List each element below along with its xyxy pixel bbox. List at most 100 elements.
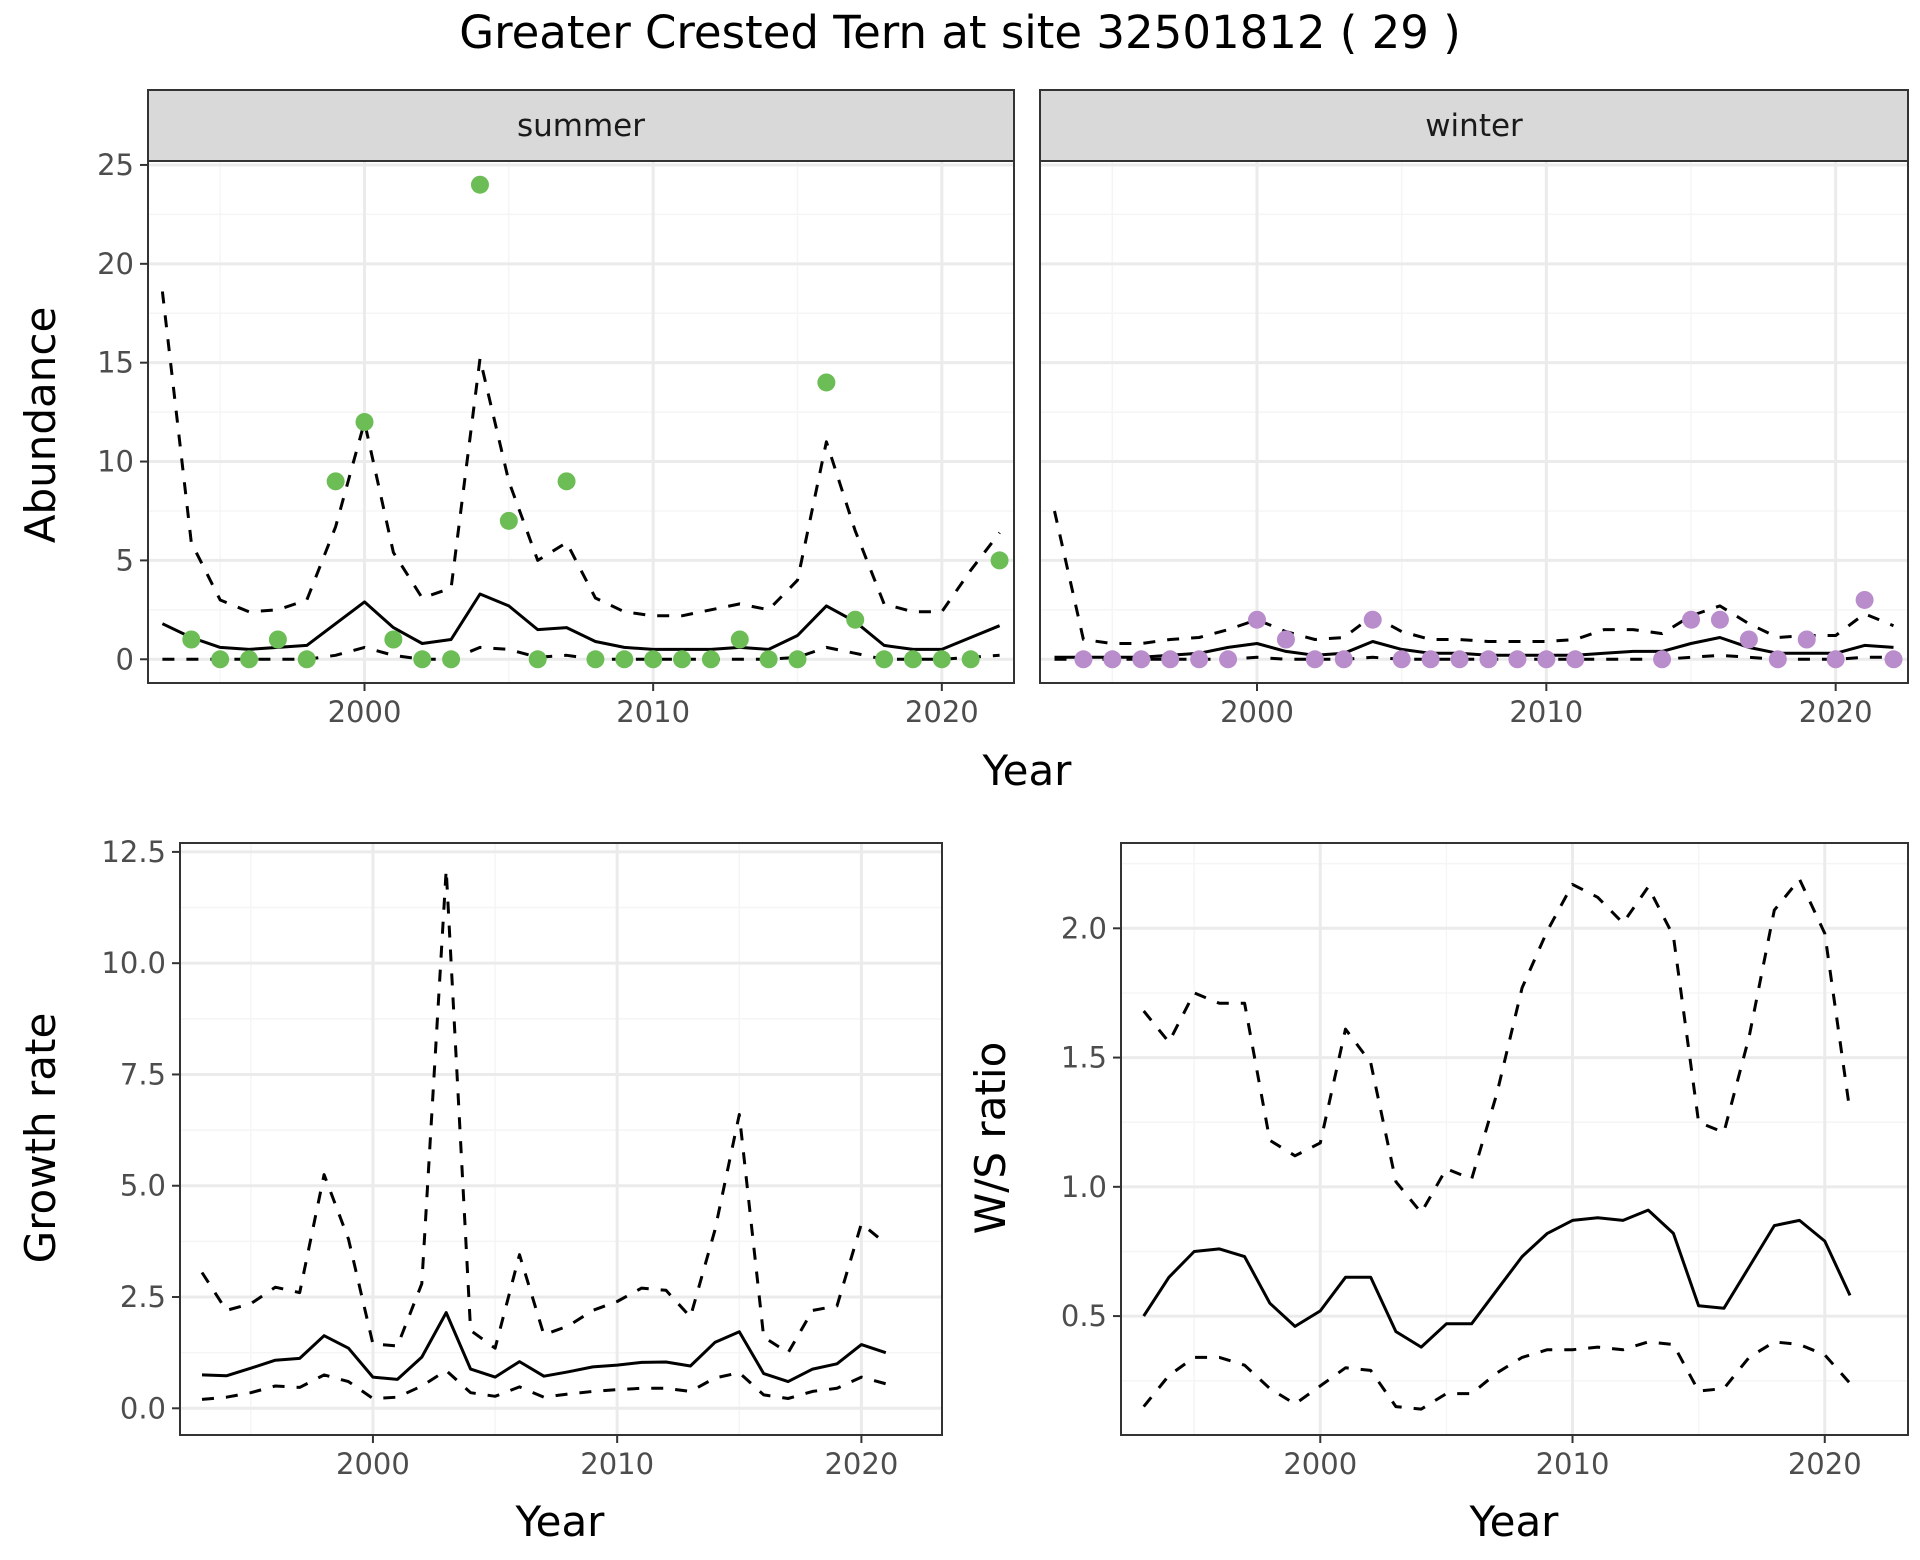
abundance-summer-point — [413, 650, 432, 669]
strip-winter — [1039, 89, 1909, 162]
abundance-winter-point — [1566, 650, 1585, 669]
abundance-summer-point — [961, 650, 980, 669]
ratio-y-axis-title: W/S ratio — [966, 1042, 1015, 1235]
growth-rate-dashed-line-1 — [200, 868, 887, 1355]
y-tick-label: 0.5 — [1061, 1299, 1107, 1333]
x-tick-label: 2000 — [1220, 695, 1294, 729]
top-x-axis-title: Year — [982, 746, 1073, 795]
x-tick-label: 2010 — [1536, 1447, 1610, 1481]
panel-growth-rate: 2000 2010 2020 0.0 2.5 5.0 7.5 10.0 12.5 — [101, 835, 943, 1481]
abundance-summer-point — [932, 650, 951, 669]
abundance-winter-point — [1710, 610, 1729, 629]
abundance-summer-point — [644, 650, 663, 669]
growth-rate-panel-border — [179, 842, 943, 1436]
abundance-summer-point — [759, 650, 778, 669]
y-tick-label: 25 — [97, 148, 134, 182]
y-tick-label: 0.0 — [120, 1391, 166, 1425]
abundance-winter-point — [1248, 610, 1266, 629]
y-tick-label: 0 — [116, 642, 134, 676]
abundance-winter-point — [1739, 630, 1758, 649]
ws-ratio-dashed-line-1 — [1142, 877, 1852, 1215]
abundance-summer-point — [557, 472, 576, 491]
abundance-summer-point — [701, 650, 720, 669]
x-tick-label: 2010 — [580, 1447, 654, 1481]
y-tick-label: 10 — [97, 445, 134, 479]
abundance-winter-point — [1884, 650, 1903, 669]
panel-ws-ratio: 2000 2010 2020 0.5 1.0 1.5 2.0 — [1061, 842, 1909, 1481]
abundance-winter-point — [1190, 650, 1209, 669]
y-tick-label: 7.5 — [120, 1057, 166, 1091]
abundance-winter-point — [1161, 650, 1180, 669]
abundance-summer-point — [355, 413, 374, 431]
abundance-summer-point — [788, 650, 807, 669]
abundance-summer-dashed-line-2 — [162, 645, 1000, 661]
abundance-winter-point — [1508, 650, 1527, 669]
abundance-summer-point — [499, 511, 518, 530]
abundance-summer-point — [875, 650, 894, 669]
abundance-winter-point — [1219, 650, 1238, 669]
abundance-summer-point — [326, 472, 345, 491]
figure-title: Greater Crested Tern at site 32501812 ( … — [459, 6, 1461, 59]
abundance-summer-point — [182, 630, 201, 649]
abundance-winter-point — [1074, 650, 1093, 669]
abundance-summer-point — [730, 630, 749, 649]
growth-y-axis-title: Growth rate — [16, 1013, 65, 1264]
growth-rate-solid-line-0 — [201, 1311, 887, 1384]
x-tick-label: 2000 — [328, 695, 402, 729]
abundance-summer-point — [442, 650, 461, 669]
abundance-winter-point — [1855, 590, 1874, 609]
top-y-axis-title: Abundance — [16, 307, 65, 544]
abundance-winter-point — [1826, 650, 1845, 669]
ws-ratio-dashed-line-2 — [1142, 1340, 1852, 1411]
abundance-summer-point — [528, 650, 547, 669]
abundance-summer-point — [240, 650, 259, 669]
abundance-winter-point — [1334, 650, 1353, 669]
abundance-winter-point — [1276, 630, 1295, 649]
strip-label-winter: winter — [1425, 108, 1523, 144]
abundance-summer-point — [817, 373, 836, 392]
abundance-summer-point — [615, 650, 634, 669]
abundance-summer-point — [211, 650, 230, 669]
abundance-summer-point — [384, 630, 403, 649]
x-tick-label: 2020 — [905, 695, 979, 729]
abundance-summer-point — [846, 610, 865, 629]
abundance-winter-point — [1682, 610, 1700, 629]
y-tick-label: 15 — [97, 346, 134, 380]
abundance-winter-point — [1653, 650, 1672, 669]
y-tick-label: 20 — [97, 247, 134, 281]
abundance-winter-point — [1363, 610, 1382, 629]
abundance-winter-point — [1421, 650, 1440, 669]
abundance-summer-point — [586, 650, 605, 669]
ws-ratio-solid-line-0 — [1142, 1208, 1852, 1349]
x-tick-label: 2000 — [1283, 1447, 1357, 1481]
y-tick-label: 1.0 — [1061, 1170, 1107, 1204]
ratio-x-axis-title: Year — [1469, 1497, 1560, 1546]
y-tick-label: 2.0 — [1061, 911, 1107, 945]
abundance-winter-point — [1768, 650, 1787, 669]
x-tick-label: 2020 — [824, 1447, 898, 1481]
abundance-winter-point — [1305, 650, 1324, 669]
abundance-winter-point — [1797, 630, 1816, 649]
abundance-summer-point — [268, 630, 287, 649]
abundance-summer-point — [903, 650, 922, 669]
abundance-summer-point — [990, 551, 1009, 570]
abundance-summer-point — [470, 175, 489, 194]
ws-ratio-panel-border — [1120, 842, 1909, 1436]
growth-x-axis-title: Year — [515, 1497, 606, 1546]
abundance-summer-point — [297, 650, 316, 669]
x-tick-label: 2020 — [1788, 1447, 1862, 1481]
x-tick-label: 2010 — [1509, 695, 1583, 729]
abundance-summer-point — [673, 650, 692, 669]
abundance-winter-point — [1132, 650, 1151, 669]
y-tick-label: 2.5 — [120, 1280, 166, 1314]
abundance-winter-point — [1479, 650, 1498, 669]
y-tick-label: 10.0 — [101, 946, 166, 980]
abundance-winter-point — [1450, 650, 1469, 669]
panel-summer-abundance: 2000 2010 2020 0 5 10 15 20 25 — [97, 148, 1015, 729]
strip-summer — [147, 89, 1015, 162]
strip-label-summer: summer — [517, 108, 645, 144]
abundance-winter-point — [1537, 650, 1556, 669]
x-tick-label: 2020 — [1799, 695, 1873, 729]
